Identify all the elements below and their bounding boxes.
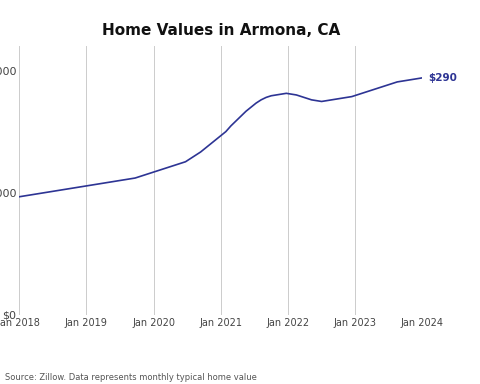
Text: $290: $290 xyxy=(428,73,457,83)
Title: Home Values in Armona, CA: Home Values in Armona, CA xyxy=(102,23,340,38)
Text: Source: Zillow. Data represents monthly typical home value: Source: Zillow. Data represents monthly … xyxy=(5,373,257,382)
